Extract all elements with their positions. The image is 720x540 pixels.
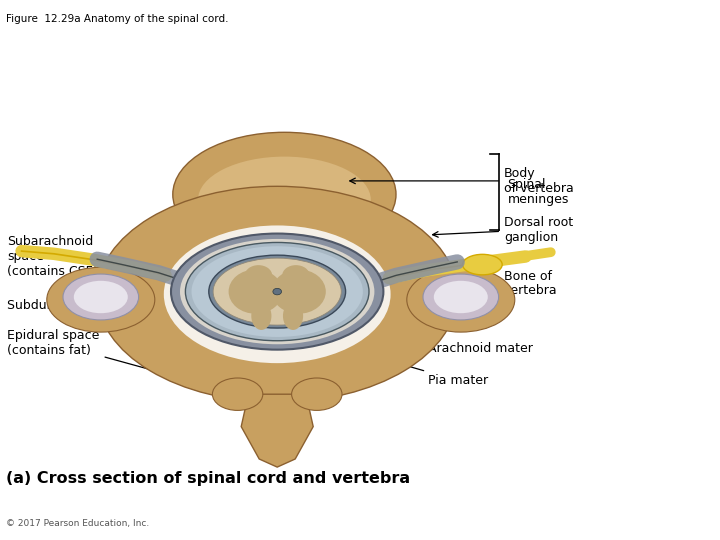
- Ellipse shape: [185, 242, 369, 341]
- Ellipse shape: [192, 246, 363, 337]
- Ellipse shape: [198, 157, 371, 243]
- Text: Subarachnoid
space
(contains CSF): Subarachnoid space (contains CSF): [7, 235, 172, 284]
- Polygon shape: [241, 394, 313, 467]
- Text: Subdural space: Subdural space: [7, 299, 179, 333]
- Ellipse shape: [213, 258, 341, 325]
- Ellipse shape: [63, 274, 139, 320]
- Text: Spinal
meninges: Spinal meninges: [508, 178, 569, 206]
- Ellipse shape: [173, 132, 396, 256]
- Ellipse shape: [212, 378, 263, 410]
- Ellipse shape: [462, 254, 503, 275]
- Text: Pia mater: Pia mater: [332, 343, 489, 387]
- Text: Bone of
vertebra: Bone of vertebra: [418, 269, 557, 298]
- Ellipse shape: [229, 269, 283, 314]
- Text: Arachnoid mater: Arachnoid mater: [341, 328, 534, 355]
- Ellipse shape: [47, 267, 155, 332]
- Ellipse shape: [407, 267, 515, 332]
- Ellipse shape: [423, 274, 498, 320]
- Ellipse shape: [251, 302, 271, 330]
- Ellipse shape: [97, 186, 457, 402]
- Ellipse shape: [292, 378, 342, 410]
- Ellipse shape: [283, 302, 303, 330]
- Text: (a) Cross section of spinal cord and vertebra: (a) Cross section of spinal cord and ver…: [6, 471, 410, 486]
- Ellipse shape: [163, 226, 391, 363]
- Text: Body
of vertebra: Body of vertebra: [350, 167, 574, 195]
- Ellipse shape: [171, 233, 383, 350]
- Ellipse shape: [74, 281, 128, 313]
- Text: Epidural space
(contains fat): Epidural space (contains fat): [7, 329, 186, 381]
- Ellipse shape: [282, 265, 310, 286]
- Text: © 2017 Pearson Education, Inc.: © 2017 Pearson Education, Inc.: [6, 519, 149, 528]
- Ellipse shape: [245, 265, 272, 286]
- Ellipse shape: [272, 269, 325, 314]
- Ellipse shape: [258, 280, 297, 303]
- Ellipse shape: [209, 255, 346, 328]
- Ellipse shape: [433, 281, 488, 313]
- Ellipse shape: [180, 239, 374, 345]
- Text: Dura mater: Dura mater: [348, 309, 500, 322]
- Circle shape: [273, 288, 282, 295]
- Text: Figure  12.29a Anatomy of the spinal cord.: Figure 12.29a Anatomy of the spinal cord…: [6, 14, 228, 24]
- Text: Dorsal root
ganglion: Dorsal root ganglion: [433, 215, 573, 244]
